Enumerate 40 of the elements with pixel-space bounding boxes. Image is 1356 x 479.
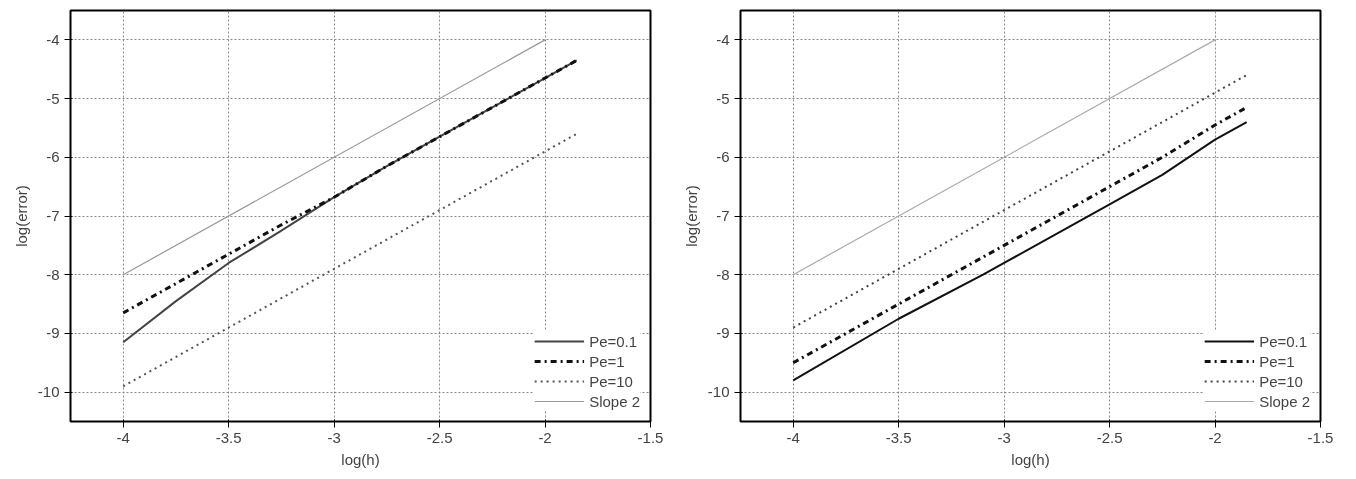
x-tick-label: -3.5 — [215, 428, 242, 446]
y-tick-label: -10 — [707, 383, 730, 401]
y-tick-label: -9 — [46, 324, 60, 342]
legend-label: Pe=10 — [589, 372, 633, 390]
x-tick-label: -3.5 — [885, 428, 912, 446]
x-tick-label: -2.5 — [1096, 428, 1123, 446]
y-axis-title: log(error) — [12, 185, 30, 247]
x-tick-label: -2 — [1208, 428, 1222, 446]
y-tick-label: -7 — [716, 207, 730, 224]
legend-label: Pe=10 — [1259, 372, 1303, 390]
legend-label: Slope 2 — [1259, 392, 1310, 410]
y-axis-title: log(error) — [682, 185, 700, 247]
y-tick-label: -4 — [46, 30, 60, 48]
legend-label: Pe=0.1 — [589, 332, 638, 350]
y-tick-label: -4 — [716, 30, 730, 48]
x-tick-label: -4 — [786, 428, 800, 446]
y-tick-label: -6 — [46, 148, 60, 166]
y-tick-label: -8 — [46, 265, 60, 283]
x-tick-label: -2 — [538, 428, 552, 446]
x-tick-label: -2.5 — [426, 428, 453, 446]
x-tick-label: -3 — [327, 428, 341, 446]
x-tick-label: -4 — [116, 428, 130, 446]
x-tick-label: -3 — [997, 428, 1011, 446]
x-tick-label: -1.5 — [637, 428, 664, 446]
y-tick-label: -5 — [46, 89, 60, 107]
y-tick-label: -6 — [716, 148, 730, 166]
x-axis-title: log(h) — [1011, 450, 1050, 468]
y-tick-label: -9 — [716, 324, 730, 342]
y-tick-label: -8 — [716, 265, 730, 283]
y-tick-label: -5 — [716, 89, 730, 107]
legend-label: Pe=1 — [589, 352, 625, 370]
legend-label: Slope 2 — [589, 392, 640, 410]
line-series — [122, 132, 578, 388]
legend-label: Pe=0.1 — [1259, 332, 1308, 350]
y-tick-label: -7 — [46, 207, 60, 224]
legend-label: Pe=1 — [1259, 352, 1295, 370]
x-tick-label: -1.5 — [1307, 428, 1334, 446]
x-axis-title: log(h) — [341, 450, 380, 468]
line-series — [792, 74, 1248, 329]
y-tick-label: -10 — [37, 383, 60, 401]
